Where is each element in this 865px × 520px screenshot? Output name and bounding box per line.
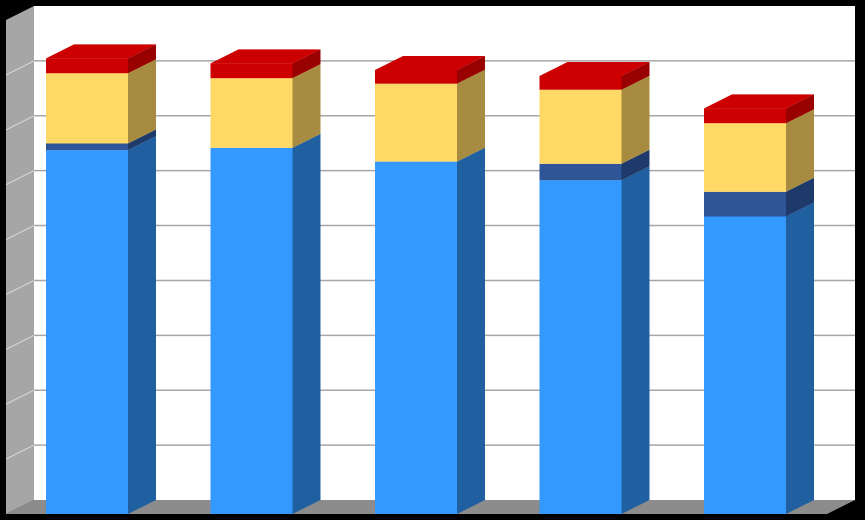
bar-top-3: [375, 55, 485, 70]
side-gridline: [5, 334, 35, 350]
bar-segment-5-2: [704, 191, 786, 217]
bar-side-3-3: [457, 69, 485, 162]
bar-side-5-1: [786, 202, 814, 514]
bar-side-3-1: [457, 147, 485, 514]
bar-side-1-4: [128, 44, 156, 74]
bar-side-4-2: [621, 149, 650, 181]
bar-segment-2-3: [210, 78, 293, 148]
bar-top-2: [210, 49, 321, 64]
side-gridline: [5, 60, 35, 76]
side-gridline: [5, 279, 35, 295]
bar-side-4-1: [621, 166, 650, 514]
bar-segment-3-1: [375, 161, 457, 514]
bar-side-2-3: [292, 64, 321, 148]
bar-segment-1-4: [46, 58, 128, 74]
side-gridline: [5, 115, 35, 131]
bar-segment-3-3: [375, 83, 457, 162]
bar-side-2-4: [292, 49, 321, 79]
bar-side-5-4: [786, 94, 814, 124]
bar-segment-2-4: [210, 63, 293, 79]
bar-segment-1-1: [46, 150, 128, 514]
bar-side-4-3: [621, 75, 650, 164]
bar-side-3-4: [457, 55, 485, 84]
bar-segment-3-4: [375, 69, 457, 84]
bar-top-4: [539, 61, 650, 76]
side-gridline: [5, 444, 35, 460]
bar-segment-5-3: [704, 123, 786, 192]
side-wall: [6, 6, 34, 514]
bar-segment-4-1: [539, 180, 622, 514]
bar-side-5-2: [786, 177, 814, 217]
bar-side-1-3: [128, 59, 156, 144]
bar-segment-5-1: [704, 216, 786, 514]
bar-segment-4-4: [539, 75, 622, 90]
bar-segment-1-3: [46, 73, 128, 144]
bar-side-1-2: [128, 129, 156, 151]
bar-segment-1-2: [46, 143, 128, 151]
bar-side-2-1: [292, 133, 321, 514]
bar-segment-5-4: [704, 108, 786, 124]
side-gridline: [5, 170, 35, 186]
bar-top-5: [704, 94, 814, 109]
bar-segment-4-2: [539, 163, 622, 181]
bar-segment-4-3: [539, 89, 622, 164]
bar-segment-2-1: [210, 147, 293, 514]
side-gridline: [5, 225, 35, 241]
bar-side-5-3: [786, 109, 814, 192]
bar-top-1: [46, 44, 156, 59]
bar-side-1-1: [128, 136, 156, 514]
side-gridline: [5, 389, 35, 405]
bar-side-4-4: [621, 61, 650, 90]
